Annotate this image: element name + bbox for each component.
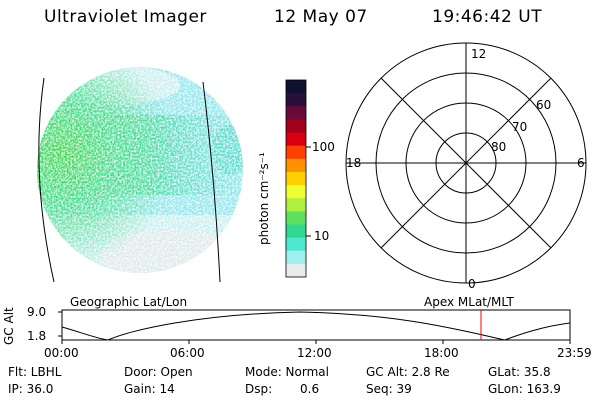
lat-label-80: 80 <box>491 140 507 154</box>
xtick-2359: 23:59 <box>557 346 592 360</box>
xtick-12: 12:00 <box>297 346 332 360</box>
mlt-label-12: 12 <box>471 47 487 61</box>
ytick-1-8: 1.8 <box>27 329 47 343</box>
uv-image-disk <box>37 67 243 273</box>
colorbar-stripe <box>286 198 306 212</box>
ip-info: IP: 36.0 <box>8 382 54 396</box>
colorbar-stripe <box>286 211 306 225</box>
altitude-curve <box>61 311 571 341</box>
colorbar-stripe <box>286 185 306 199</box>
colorbar-stripe <box>286 145 306 160</box>
mlt-label-18: 18 <box>346 156 362 170</box>
colorbar-stripe <box>286 237 306 252</box>
mlt-label-0: 0 <box>468 277 476 291</box>
lat-label-70: 70 <box>512 120 528 134</box>
colorbar-stripe <box>286 224 306 239</box>
xtick-06: 06:00 <box>170 346 205 360</box>
ytick-9: 9.0 <box>27 305 47 319</box>
colorbar-tick-label-100: 100 <box>312 140 335 154</box>
colorbar-tick-label-10: 10 <box>314 229 330 243</box>
gc-alt-ylabel: GC Alt <box>2 307 16 345</box>
time-label: 19:46:42 UT <box>432 7 543 27</box>
glat-info: GLat: 35.8 <box>488 365 551 379</box>
lat-label-60: 60 <box>536 98 552 112</box>
date-label: 12 May 07 <box>274 7 368 27</box>
geographic-label: Geographic Lat/Lon <box>70 295 188 309</box>
colorbar-stripe <box>286 119 306 134</box>
dsp-label: Dsp: <box>245 382 273 396</box>
filter-info: Flt: LBHL <box>8 365 62 379</box>
dsp-value: 0.6 <box>300 382 320 396</box>
meridian-line-left <box>38 77 55 283</box>
app-title: Ultraviolet Imager <box>44 7 207 27</box>
polar-plot <box>345 42 587 284</box>
mlt-label-6: 6 <box>577 156 585 170</box>
colorbar-stripe <box>286 80 306 94</box>
colorbar-stripe <box>286 250 306 265</box>
apex-label: Apex MLat/MLT <box>424 295 514 309</box>
glon-info: GLon: 163.9 <box>488 382 561 396</box>
colorbar-unit-label: photon cm⁻²s⁻¹ <box>257 152 271 245</box>
colorbar-stripe <box>286 93 306 107</box>
meridian-line-right <box>202 81 221 283</box>
mode-info: Mode: Normal <box>245 365 329 379</box>
colorbar-stripe <box>286 158 306 173</box>
xtick-00: 00:00 <box>44 346 79 360</box>
xtick-18: 18:00 <box>424 346 459 360</box>
colorbar-stripe <box>286 106 306 120</box>
gc-alt-info: GC Alt: 2.8 Re <box>366 365 450 379</box>
door-info: Door: Open <box>124 365 193 379</box>
altitude-plot <box>58 309 571 344</box>
colorbar <box>285 79 311 278</box>
colorbar-stripe <box>286 171 306 186</box>
colorbar-stripe <box>286 263 306 278</box>
gain-info: Gain: 14 <box>124 382 175 396</box>
colorbar-stripe <box>286 132 306 147</box>
seq-info: Seq: 39 <box>366 382 412 396</box>
